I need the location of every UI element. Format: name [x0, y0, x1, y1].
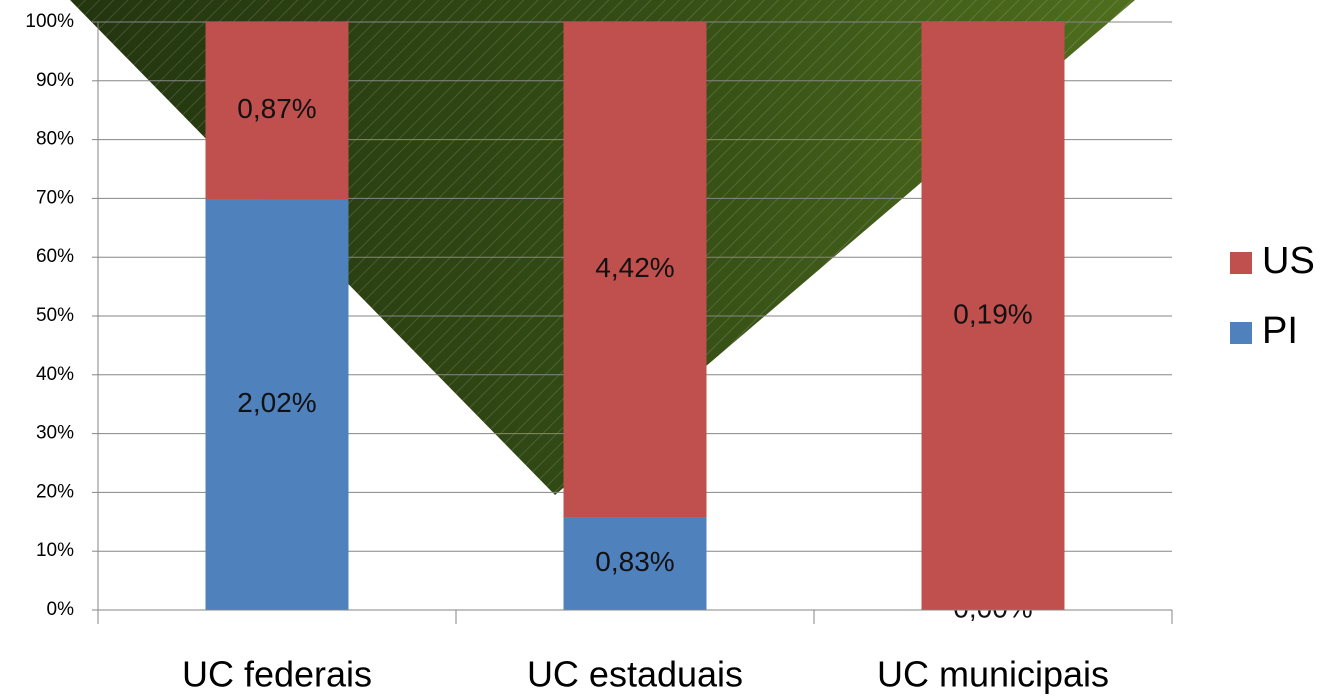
y-tick-label: 30% — [36, 423, 74, 444]
data-label: 4,42% — [595, 252, 674, 283]
x-tick-label: UC federais — [182, 654, 372, 695]
y-tick-label: 10% — [36, 540, 74, 561]
data-label: 0,19% — [953, 298, 1032, 329]
legend-swatch — [1230, 322, 1252, 344]
y-tick-label: 80% — [36, 129, 74, 150]
data-label: 0,83% — [595, 546, 674, 577]
y-tick-label: 50% — [36, 305, 74, 326]
data-label: 0,87% — [237, 93, 316, 124]
page: {"chart_data": {"type": "bar100", "categ… — [0, 0, 1328, 697]
y-tick-label: 70% — [36, 187, 74, 208]
data-label: 2,02% — [237, 387, 316, 418]
y-tick-label: 20% — [36, 481, 74, 502]
y-tick-label: 40% — [36, 364, 74, 385]
y-tick-label: 100% — [25, 11, 74, 32]
chart: 0% 10% 20% 30% 40% 50% 60% 70% 80% 90% 100% 2,02% 0,… — [0, 0, 1328, 697]
x-tick-label: UC estaduais — [527, 654, 743, 695]
legend-swatch — [1230, 252, 1252, 274]
legend-label: PI — [1262, 310, 1298, 352]
y-tick-label: 90% — [36, 70, 74, 91]
x-tick-label: UC municipais — [877, 654, 1109, 695]
legend-label: US — [1262, 240, 1315, 282]
y-tick-label: 60% — [36, 246, 74, 267]
y-tick-label: 0% — [47, 599, 75, 620]
